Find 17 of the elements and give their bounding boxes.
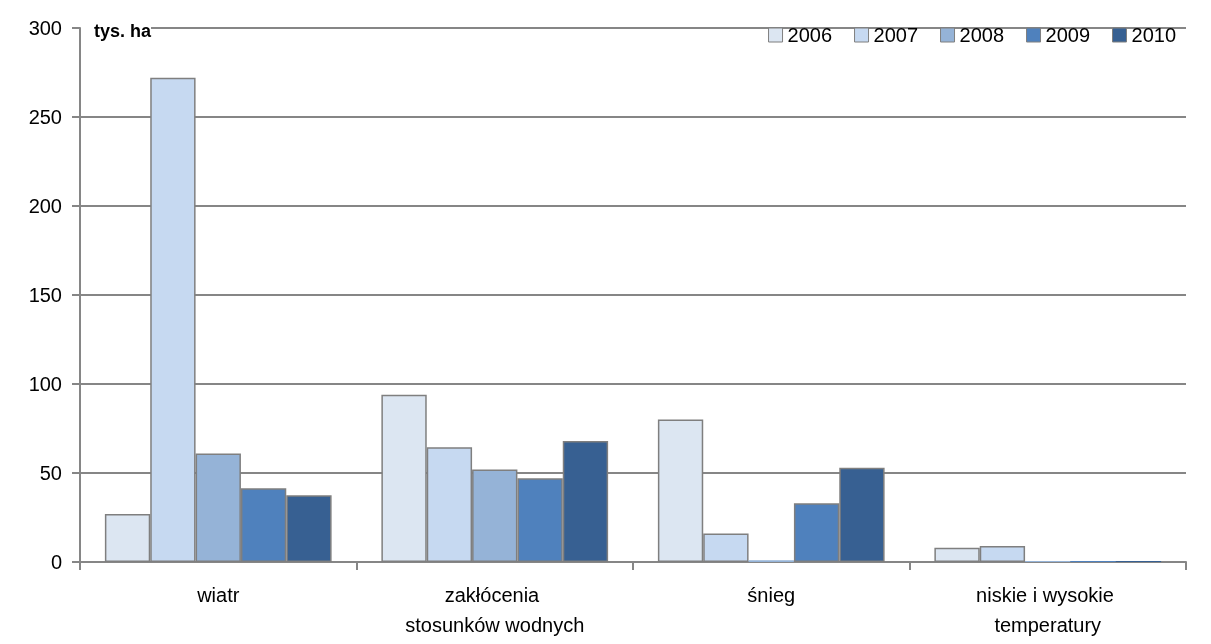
x-tick-label: śnieg [747, 584, 796, 606]
legend-label: 2007 [873, 24, 919, 46]
y-tick-label: 150 [28, 284, 62, 306]
y-axis-title: tys. ha [94, 21, 153, 41]
y-tick-label: 100 [28, 373, 62, 395]
y-tick-label: 0 [50, 551, 62, 573]
x-tick-label: zakłócenia stosunków wodnych [405, 584, 585, 636]
y-tick-label: 50 [39, 462, 62, 484]
x-tick-label: wiatr [196, 584, 240, 606]
legend-label: 2006 [787, 24, 833, 46]
x-tick-label: niskie i wysokie temperatury [976, 584, 1120, 636]
y-tick-label: 250 [28, 106, 62, 128]
legend-label: 2010 [1131, 24, 1177, 46]
y-tick-label: 300 [28, 17, 62, 39]
y-tick-label: 200 [28, 195, 62, 217]
legend-label: 2009 [1045, 24, 1091, 46]
legend-label: 2008 [959, 24, 1005, 46]
